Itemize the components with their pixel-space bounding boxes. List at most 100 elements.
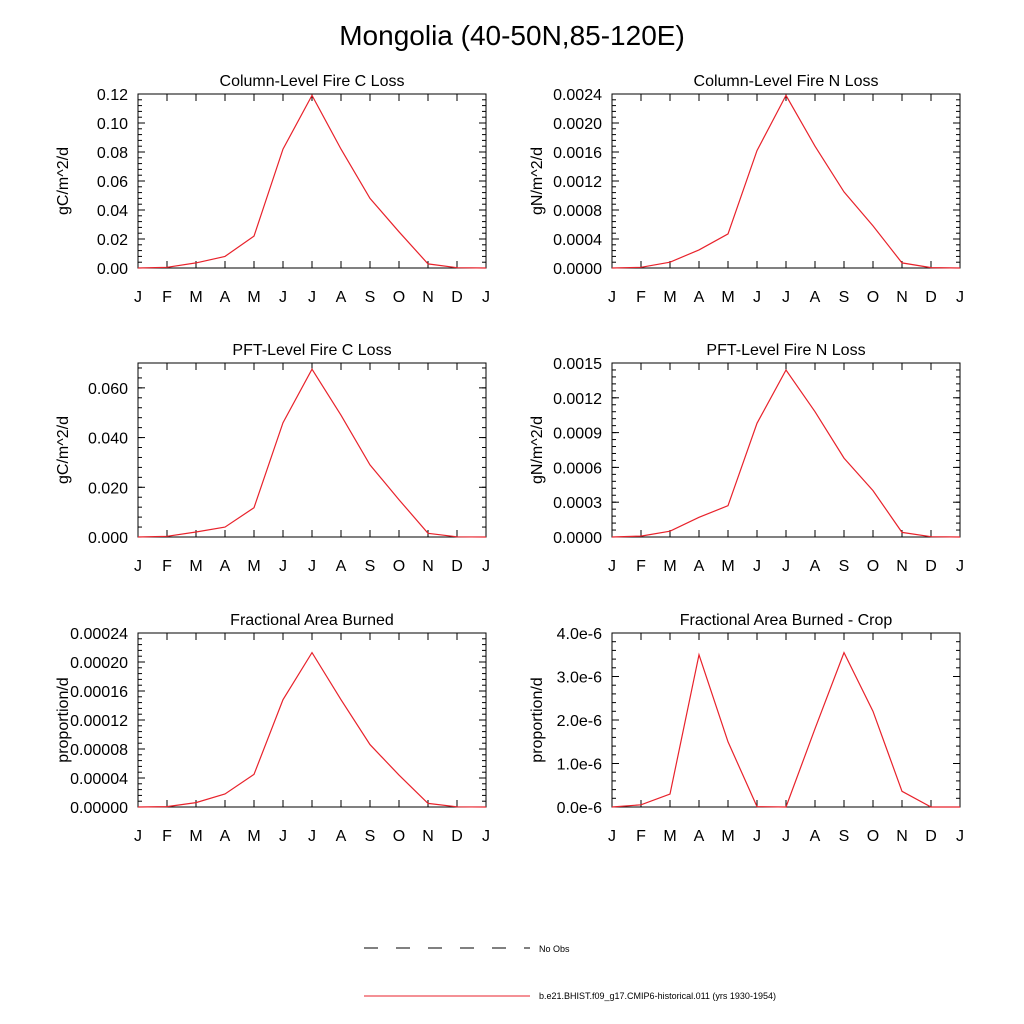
y-tick-label: 0.0012 (553, 174, 602, 191)
y-tick-label: 0.0009 (553, 426, 602, 443)
y-tick-label: 0.040 (88, 431, 128, 448)
x-tick-label: A (810, 828, 821, 845)
y-axis-label: gN/m^2/d (529, 416, 546, 484)
y-tick-label: 0.02 (97, 232, 128, 249)
x-tick-label: O (867, 828, 879, 845)
x-tick-label: F (162, 828, 172, 845)
series-line (137, 368, 487, 538)
x-tick-label: A (694, 289, 705, 306)
y-tick-label: 0.0016 (553, 145, 602, 162)
x-tick-label: M (663, 289, 676, 306)
y-tick-label: 0.06 (97, 174, 128, 191)
panel-title: Column-Level Fire C Loss (220, 73, 405, 90)
series-line (137, 651, 487, 808)
y-axis-label: gC/m^2/d (55, 147, 72, 215)
x-tick-label: A (694, 558, 705, 575)
y-axis-label: proportion/d (55, 677, 72, 762)
x-tick-label: N (896, 828, 908, 845)
x-tick-label: F (162, 558, 172, 575)
x-tick-label: N (896, 289, 908, 306)
y-tick-label: 0.0e-6 (557, 800, 602, 817)
y-axis-label: proportion/d (529, 677, 546, 762)
y-tick-label: 0.060 (88, 381, 128, 398)
x-tick-label: M (721, 828, 734, 845)
x-tick-label: M (721, 289, 734, 306)
legend-obs-label: No Obs (539, 944, 570, 954)
panel-title: PFT-Level Fire C Loss (232, 342, 391, 359)
x-tick-label: A (220, 289, 231, 306)
x-tick-label: M (663, 828, 676, 845)
x-tick-label: D (925, 828, 937, 845)
x-tick-label: D (451, 828, 463, 845)
panel-title: Fractional Area Burned (230, 612, 394, 629)
x-tick-label: F (636, 558, 646, 575)
y-tick-label: 0.020 (88, 480, 128, 497)
plot-frame (137, 632, 487, 808)
x-tick-label: S (365, 828, 376, 845)
x-tick-label: F (162, 289, 172, 306)
y-tick-label: 0.08 (97, 145, 128, 162)
y-tick-label: 0.10 (97, 116, 128, 133)
y-tick-label: 0.00012 (70, 713, 128, 730)
x-tick-label: J (279, 289, 287, 306)
y-tick-label: 0.00008 (70, 742, 128, 759)
x-tick-label: S (839, 289, 850, 306)
y-tick-label: 0.0004 (553, 232, 602, 249)
x-tick-label: J (782, 558, 790, 575)
x-tick-label: J (956, 289, 964, 306)
x-tick-label: A (694, 828, 705, 845)
x-tick-label: O (393, 558, 405, 575)
x-tick-label: J (753, 558, 761, 575)
y-tick-label: 4.0e-6 (557, 626, 602, 643)
plot-frame (137, 93, 487, 269)
panel-title: Fractional Area Burned - Crop (680, 612, 893, 629)
x-tick-label: J (134, 558, 142, 575)
series-line (611, 368, 961, 538)
x-tick-label: J (782, 289, 790, 306)
plot-frame (137, 362, 487, 538)
y-tick-label: 0.0012 (553, 391, 602, 408)
x-tick-label: M (189, 558, 202, 575)
y-axis-label: gN/m^2/d (529, 147, 546, 215)
x-tick-label: D (925, 558, 937, 575)
x-tick-label: J (482, 289, 490, 306)
legend: No Obs b.e21.BHIST.f09_g17.CMIP6-historic… (364, 944, 776, 1001)
plot-frame (611, 93, 961, 269)
x-tick-label: N (422, 558, 434, 575)
x-tick-label: J (753, 828, 761, 845)
x-tick-label: S (365, 289, 376, 306)
x-tick-label: M (247, 558, 260, 575)
y-tick-label: 0.0015 (553, 356, 602, 373)
y-tick-label: 0.00 (97, 261, 128, 278)
x-tick-label: J (279, 558, 287, 575)
y-axis-label: gC/m^2/d (55, 416, 72, 484)
x-tick-label: O (867, 289, 879, 306)
x-tick-label: J (308, 828, 316, 845)
x-tick-label: J (308, 289, 316, 306)
x-tick-label: M (247, 828, 260, 845)
x-tick-label: J (956, 558, 964, 575)
x-tick-label: M (189, 828, 202, 845)
x-tick-label: O (867, 558, 879, 575)
y-tick-label: 0.0006 (553, 460, 602, 477)
x-tick-label: N (896, 558, 908, 575)
x-tick-label: A (220, 558, 231, 575)
x-tick-label: S (839, 828, 850, 845)
x-tick-label: J (279, 828, 287, 845)
y-tick-label: 0.12 (97, 87, 128, 104)
x-tick-label: J (608, 558, 616, 575)
x-tick-label: N (422, 289, 434, 306)
x-tick-label: A (810, 289, 821, 306)
y-tick-label: 3.0e-6 (557, 670, 602, 687)
x-tick-label: A (336, 828, 347, 845)
x-tick-label: J (956, 828, 964, 845)
x-tick-label: M (189, 289, 202, 306)
x-tick-label: D (925, 289, 937, 306)
x-tick-label: S (365, 558, 376, 575)
x-tick-label: A (336, 289, 347, 306)
